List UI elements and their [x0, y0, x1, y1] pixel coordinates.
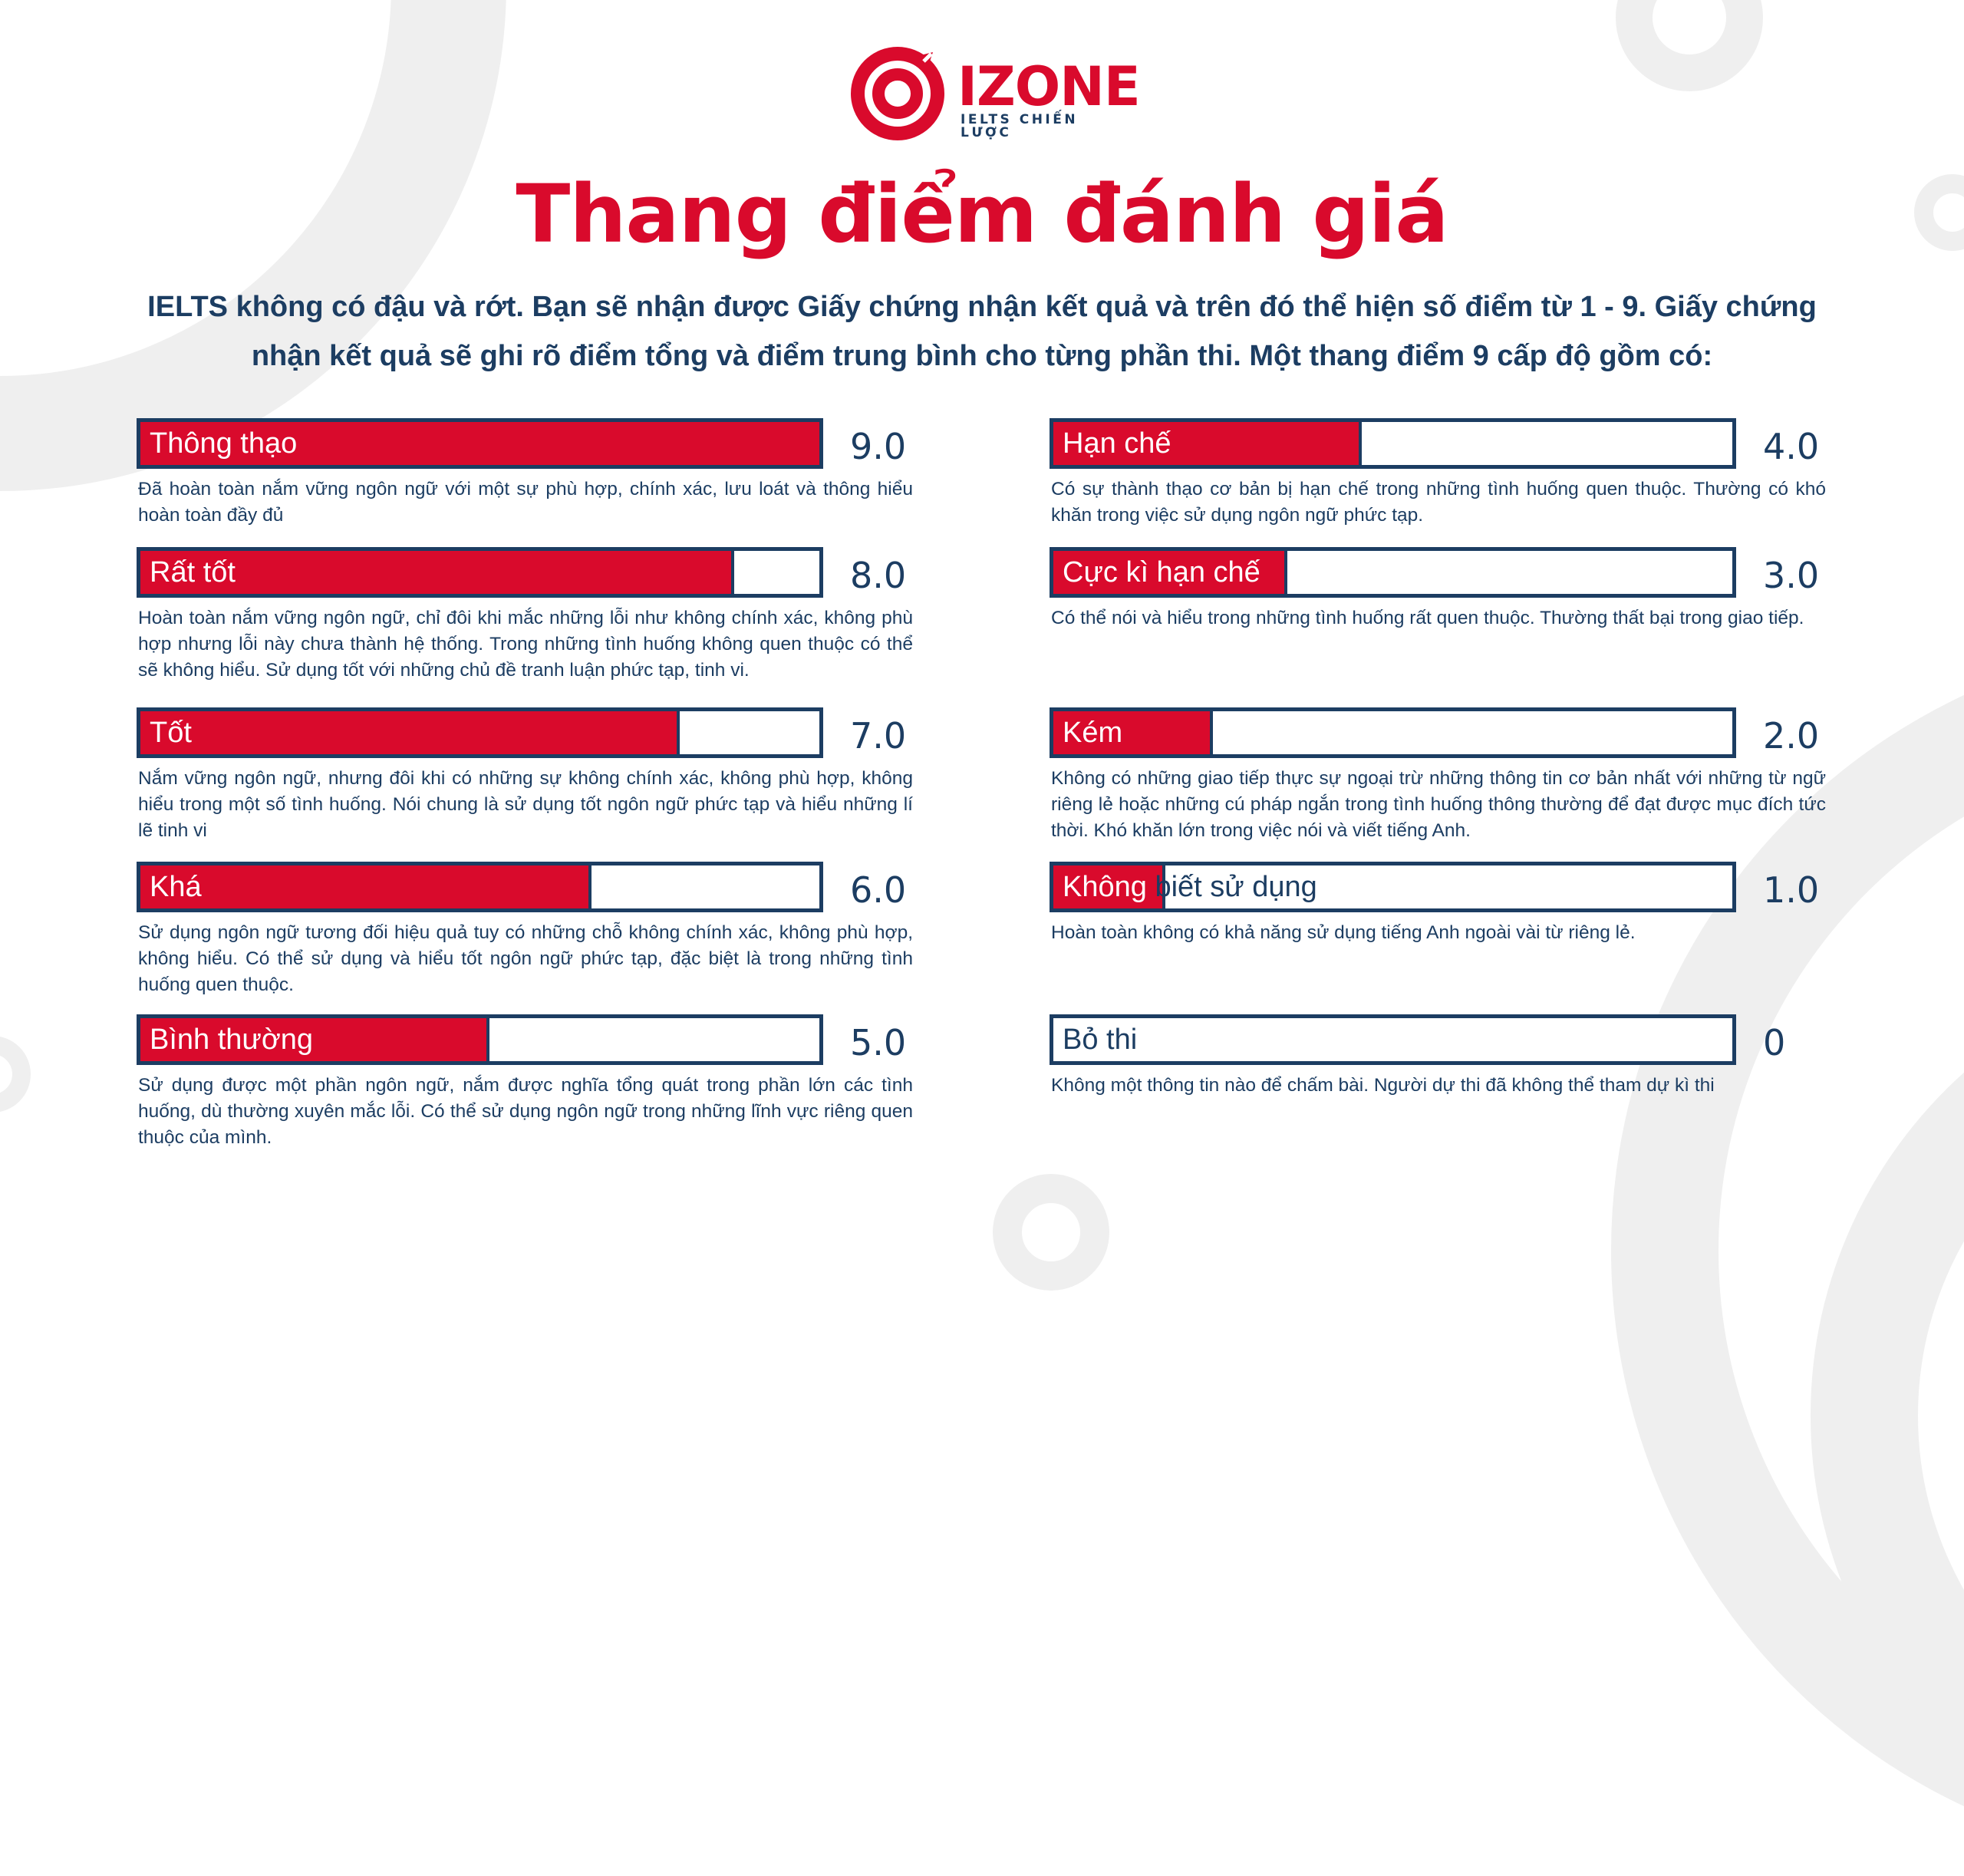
level-description: Sử dụng được một phần ngôn ngữ, nắm được… [138, 1075, 913, 1148]
score-bar-fill [140, 1018, 487, 1061]
level-score: 5.0 [850, 1022, 907, 1063]
score-bar-fill [140, 711, 677, 754]
score-bar-divider [1209, 711, 1213, 754]
score-bar: Khá [137, 862, 823, 912]
score-bar-divider [677, 711, 680, 754]
level-score: 1.0 [1763, 869, 1820, 911]
level-description: Có thể nói và hiểu trong những tình huốn… [1051, 608, 1804, 628]
decor-arc-bottom-right-2 [1811, 955, 1964, 1876]
score-bar-fill [1053, 865, 1162, 908]
score-bar: Không biết sử dụng [1050, 862, 1736, 912]
score-bar-divider [1162, 865, 1165, 908]
level-label: Rất tốt [150, 556, 236, 589]
level-description: Hoàn toàn không có khả năng sử dụng tiến… [1051, 922, 1636, 943]
score-bar-divider [486, 1018, 490, 1061]
level-score: 4.0 [1763, 426, 1820, 467]
level-description: Không có những giao tiếp thực sự ngoại t… [1051, 768, 1826, 841]
decor-ring-left-bottom [0, 1036, 31, 1113]
level-score: 2.0 [1763, 715, 1820, 757]
score-bar: Rất tốt [137, 547, 823, 598]
score-bar: Hạn chế [1050, 418, 1736, 469]
score-bar-divider [730, 551, 734, 594]
level-score: 0 [1763, 1022, 1786, 1063]
level-description: Không một thông tin nào để chấm bài. Ngư… [1051, 1075, 1715, 1096]
level-label: Không biết sử dụng [1063, 865, 1317, 908]
brand-name: IZONE [957, 55, 1141, 118]
target-logo-icon [851, 47, 944, 140]
level-score: 9.0 [850, 426, 907, 467]
level-label: Cực kì hạn chế [1063, 556, 1260, 589]
level-score: 8.0 [850, 555, 907, 596]
score-bar: Bình thường [137, 1014, 823, 1065]
brand-tagline: IELTS CHIẾN LƯỢC [961, 112, 1079, 140]
level-description: Hoàn toàn nắm vững ngôn ngữ, chỉ đôi khi… [138, 608, 913, 681]
score-bar: Kém [1050, 707, 1736, 758]
level-label: Thông thạo [150, 427, 298, 460]
level-label-rest: biết sử dụng [1146, 871, 1317, 903]
score-bar-fill [1053, 711, 1210, 754]
page-title: Thang điểm đánh giá [516, 167, 1448, 261]
level-label: Khá [150, 871, 202, 903]
score-bar: Tốt [137, 707, 823, 758]
score-bar: Thông thạo [137, 418, 823, 469]
score-bar: Cực kì hạn chế [1050, 547, 1736, 598]
level-label: Bình thường [150, 1024, 314, 1056]
level-label: Kém [1063, 717, 1123, 749]
level-description: Đã hoàn toàn nắm vững ngôn ngữ với một s… [138, 479, 913, 526]
score-bar-fill [140, 551, 731, 594]
score-bar-fill [1053, 551, 1284, 594]
score-bar-fill [140, 422, 819, 465]
level-score: 3.0 [1763, 555, 1820, 596]
decor-ring-top [1616, 0, 1763, 91]
brand-logo: IZONE IELTS CHIẾN LƯỢC [850, 46, 1141, 141]
score-bar: Bỏ thi [1050, 1014, 1736, 1065]
level-score: 6.0 [850, 869, 907, 911]
level-label: Bỏ thi [1063, 1024, 1138, 1056]
score-bar-divider [588, 865, 592, 908]
level-description: Sử dụng ngôn ngữ tương đối hiệu quả tuy … [138, 922, 913, 995]
intro-text: IELTS không có đậu và rớt. Bạn sẽ nhận đ… [147, 291, 1817, 372]
score-bar-divider [1284, 551, 1287, 594]
level-description: Có sự thành thạo cơ bản bị hạn chế trong… [1051, 479, 1826, 526]
score-bar-divider [1359, 422, 1363, 465]
level-label: Hạn chế [1063, 427, 1171, 460]
level-label-highlight: Không [1063, 871, 1147, 903]
decor-ring-bottom-center [993, 1174, 1109, 1291]
score-bar-fill [140, 865, 589, 908]
level-label: Tốt [150, 717, 192, 749]
level-score: 7.0 [850, 715, 907, 757]
score-bar-fill [1053, 422, 1359, 465]
level-description: Nắm vững ngôn ngữ, nhưng đôi khi có nhữn… [138, 768, 913, 841]
